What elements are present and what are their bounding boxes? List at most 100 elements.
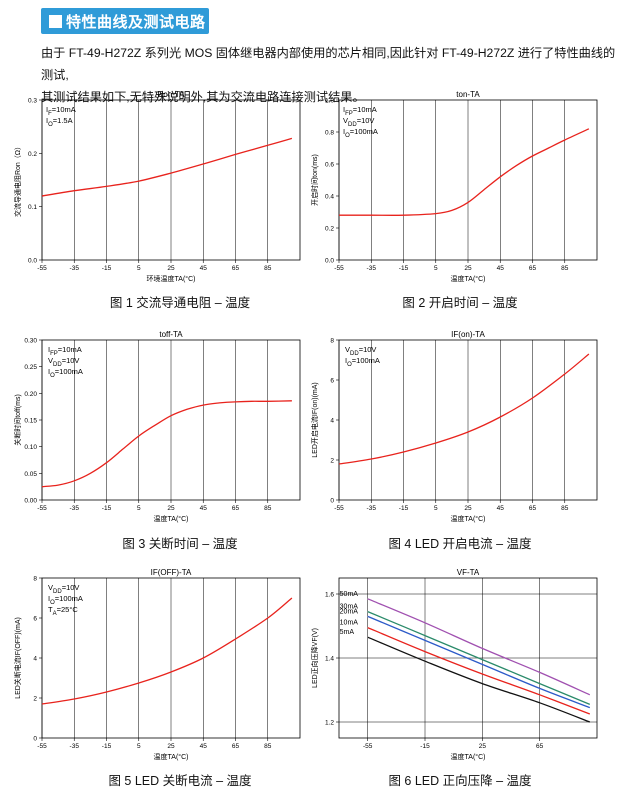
y-tick-label: 0 — [33, 736, 37, 743]
x-tick-label: -15 — [420, 743, 430, 750]
caption-4: 图 4 LED 开启电流 – 温度 — [388, 537, 532, 551]
x-tick-label: 85 — [264, 505, 272, 512]
series-label: 5mA — [340, 629, 355, 636]
y-tick-label: 0.00 — [24, 498, 37, 505]
y-tick-label: 8 — [33, 576, 37, 583]
x-tick-label: 85 — [264, 743, 272, 750]
y-tick-label: 6 — [330, 378, 334, 385]
intro-paragraph: 由于 FT-49-H272Z 系列光 MOS 固体继电器内部使用的芯片相同,因此… — [41, 42, 616, 108]
series-line — [41, 400, 292, 488]
y-tick-label: 0.3 — [28, 98, 37, 105]
x-tick-label: 5 — [434, 265, 438, 272]
y-tick-label: 0.20 — [24, 391, 37, 398]
x-tick-label: 85 — [264, 265, 272, 272]
x-tick-label: -55 — [334, 265, 344, 272]
x-tick-label: 65 — [232, 505, 240, 512]
y-tick-label: 0.30 — [24, 338, 37, 345]
x-tick-label: -35 — [367, 265, 377, 272]
y-tick-label: 0.4 — [325, 194, 334, 201]
y-tick-label: 0.1 — [28, 204, 37, 211]
y-tick-label: 0.15 — [24, 418, 37, 425]
y-tick-label: 0.25 — [24, 364, 37, 371]
x-tick-label: -15 — [102, 505, 112, 512]
series-label: 20mA — [340, 608, 359, 615]
chart-svg: IF(on)-TA 0 2 4 6 8 -55 -35 -15 5 25 45 65 85 温度TA(°C)… — [310, 330, 598, 523]
y-axis-label: LED关断电流IF(OFF)(mA) — [13, 617, 22, 699]
chart-title: IF(on)-TA — [451, 330, 485, 339]
y-tick-label: 2 — [33, 696, 37, 703]
y-tick-label: 1.6 — [325, 592, 334, 599]
x-tick-label: -35 — [70, 505, 80, 512]
y-axis-label: 交流导通电阻Ron（Ω） — [13, 143, 22, 217]
y-tick-label: 2 — [330, 458, 334, 465]
section-title: 特性曲线及测试电路 — [66, 13, 206, 31]
annotation: IFP=10mA — [343, 105, 377, 117]
x-tick-label: -35 — [70, 265, 80, 272]
x-tick-label: 65 — [529, 265, 537, 272]
chart-ton-ta: ton-TA 0.0 0.2 0.4 0.6 0.8 1.0 -55 -35 -15 5 25 45 65… — [305, 88, 605, 288]
series-label: 50mA — [340, 591, 359, 598]
y-tick-label: 0.10 — [24, 444, 37, 451]
annotation: IO=100mA — [345, 356, 380, 368]
y-axis-label: LED正向压降VF(V) — [310, 628, 319, 688]
chart-ron-ta: Ron-TA 0.0 0.1 0.2 0.3 -55 -35 -15 5 25 45 65 85 环境温度… — [8, 88, 308, 288]
x-tick-label: 25 — [464, 265, 472, 272]
chart-svg: Ron-TA 0.0 0.1 0.2 0.3 -55 -35 -15 5 25 45 65 85 环境温度… — [13, 90, 301, 283]
x-tick-label: -15 — [399, 265, 409, 272]
chart-title: IF(OFF)-TA — [151, 568, 192, 577]
annotation: VDD=10V — [48, 356, 79, 368]
series-line — [367, 611, 591, 705]
series-line — [41, 597, 293, 705]
x-axis-label: 温度TA(°C) — [154, 514, 189, 523]
y-tick-label: 0.05 — [24, 471, 37, 478]
x-tick-label: 45 — [497, 505, 505, 512]
annotation: IO=1.5A — [46, 116, 73, 128]
series-label: 30mA — [340, 604, 359, 611]
x-tick-label: 5 — [137, 265, 141, 272]
chart-vf-ta: VF-TA 1.2 1.4 1.6 -55 -15 25 65 温度TA(°C) LED正向压降V… — [305, 566, 605, 766]
intro-line-2: 其测试结果如下,无特殊说明外,其为交流电路连接测试结果。 — [41, 90, 365, 104]
y-tick-label: 0.0 — [28, 258, 37, 265]
x-tick-label: 45 — [200, 265, 208, 272]
x-tick-label: 5 — [434, 505, 438, 512]
series-line — [367, 598, 591, 696]
chart-title: VF-TA — [457, 568, 480, 577]
x-tick-label: 25 — [479, 743, 487, 750]
caption-3: 图 3 关断时间 – 温度 — [122, 537, 238, 551]
caption-1: 图 1 交流导通电阻 – 温度 — [109, 296, 251, 310]
x-axis-label: 温度TA(°C) — [451, 274, 486, 283]
y-tick-label: 0.8 — [325, 130, 334, 137]
series-line — [367, 615, 591, 709]
x-tick-label: 65 — [232, 743, 240, 750]
caption-2: 图 2 开启时间 – 温度 — [402, 296, 518, 310]
x-tick-label: 65 — [536, 743, 544, 750]
x-tick-label: 85 — [561, 265, 569, 272]
annotation: IFP=10mA — [48, 345, 82, 357]
x-axis-label: 温度TA(°C) — [154, 752, 189, 761]
y-tick-label: 1.2 — [325, 720, 334, 727]
x-tick-label: 25 — [167, 505, 175, 512]
y-tick-label: 4 — [330, 418, 334, 425]
caption-6: 图 6 LED 正向压降 – 温度 — [388, 774, 532, 788]
chart-ifoff-ta: IF(OFF)-TA 0 2 4 6 8 -55 -35 -15 5 25 45 65 85 温度TA(°C… — [8, 566, 308, 766]
chart-svg: ton-TA 0.0 0.2 0.4 0.6 0.8 1.0 -55 -35 -15 5 25 45 65… — [310, 90, 598, 283]
chart-title: ton-TA — [456, 90, 480, 99]
y-tick-label: 8 — [330, 338, 334, 345]
caption-5: 图 5 LED 关断电流 – 温度 — [108, 774, 252, 788]
series-line — [367, 627, 591, 715]
chart-ifon-ta: IF(on)-TA 0 2 4 6 8 -55 -35 -15 5 25 45 65 85 温度TA(°C)… — [305, 328, 605, 528]
y-tick-label: 0.0 — [325, 258, 334, 265]
y-axis-label: 开启时间ton(ms) — [310, 154, 319, 206]
annotation: TA=25°C — [48, 605, 78, 617]
x-tick-label: 45 — [200, 505, 208, 512]
y-axis-label: 关断时间toff(ms) — [13, 394, 22, 446]
y-tick-label: 1.0 — [325, 98, 334, 105]
x-tick-label: -55 — [37, 743, 47, 750]
intro-line-1: 由于 FT-49-H272Z 系列光 MOS 固体继电器内部使用的芯片相同,因此… — [41, 46, 616, 82]
x-tick-label: 85 — [561, 505, 569, 512]
x-tick-label: 45 — [200, 743, 208, 750]
chart-title: toff-TA — [159, 330, 183, 339]
x-tick-label: 5 — [137, 505, 141, 512]
y-tick-label: 0.2 — [28, 151, 37, 158]
x-tick-label: 25 — [464, 505, 472, 512]
